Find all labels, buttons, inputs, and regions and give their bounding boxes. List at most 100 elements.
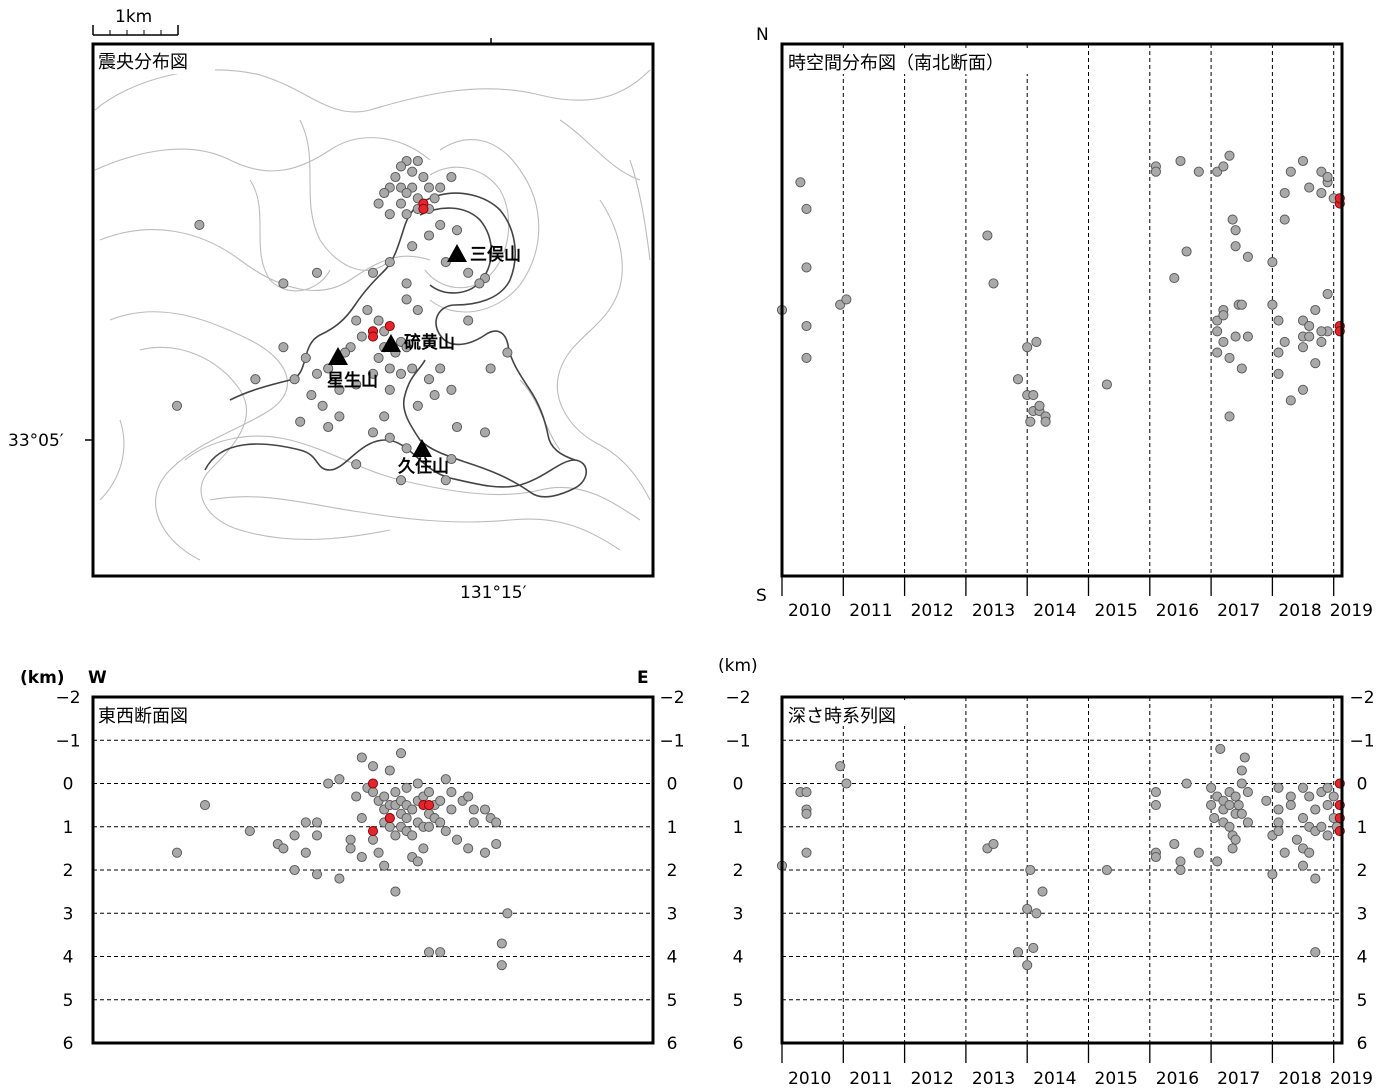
dt-event-gray-61 xyxy=(1291,834,1302,845)
ns-event-gray-26 xyxy=(1181,246,1192,257)
dt-event-gray-58 xyxy=(1279,847,1290,858)
dt-event-gray-17 xyxy=(1101,864,1112,876)
year-label-2018: 2018 xyxy=(1278,601,1321,621)
map-event-gray-28 xyxy=(401,278,412,289)
longitude-label: 131°15′ xyxy=(460,583,527,603)
ns-event-gray-74 xyxy=(1316,336,1327,347)
map-event-gray-13 xyxy=(429,193,440,204)
ns-event-gray-36 xyxy=(1230,225,1241,236)
ew-depth-label-left-8: 6 xyxy=(63,1034,74,1054)
ew-event-gray-81 xyxy=(496,960,507,971)
ew-event-gray-14 xyxy=(334,774,345,785)
ns-event-gray-25 xyxy=(1175,155,1186,167)
map-event-gray-54 xyxy=(250,374,261,385)
ew-event-gray-34 xyxy=(384,765,395,776)
ns-event-gray-75 xyxy=(1322,288,1333,300)
year-label-2013: 2013 xyxy=(972,601,1015,621)
ns-event-gray-65 xyxy=(1304,320,1315,332)
year-label-2016: 2016 xyxy=(1156,601,1199,621)
dt-event-gray-45 xyxy=(1236,765,1247,776)
ns-event-gray-58 xyxy=(1297,155,1309,167)
map-event-gray-83 xyxy=(278,278,289,289)
map-event-gray-63 xyxy=(395,368,407,379)
ew-event-gray-12 xyxy=(323,778,334,789)
map-event-gray-80 xyxy=(194,219,205,230)
map-event-gray-35 xyxy=(373,315,384,326)
ew-depth-label-right-6: 4 xyxy=(667,948,678,968)
map-event-gray-23 xyxy=(423,230,435,241)
ew-frame xyxy=(91,695,655,1045)
map-event-gray-61 xyxy=(367,368,379,379)
dt-event-gray-10 xyxy=(1012,947,1024,958)
year-label-2012: 2012 xyxy=(911,1069,954,1089)
map-event-gray-72 xyxy=(401,443,412,454)
ew-depth-label-left-7: 5 xyxy=(63,991,74,1011)
map-event-gray-29 xyxy=(440,257,451,268)
map-event-gray-53 xyxy=(289,374,300,385)
map-event-gray-67 xyxy=(446,384,457,395)
ns-event-gray-55 xyxy=(1279,336,1290,347)
map-event-gray-11 xyxy=(401,187,412,199)
scale-bar: 1km xyxy=(92,7,179,36)
ew-event-gray-67 xyxy=(446,787,457,798)
map-event-red-3 xyxy=(384,320,395,332)
dt-event-gray-28 xyxy=(1206,800,1217,811)
ns-points xyxy=(776,150,1345,427)
dt-event-gray-71 xyxy=(1310,873,1321,884)
ns-event-gray-37 xyxy=(1230,241,1241,252)
ns-event-gray-69 xyxy=(1316,187,1327,199)
scale-label: 1km xyxy=(115,7,152,27)
peak-label-sanmata: 三俣山 xyxy=(470,244,521,265)
ew-event-gray-2 xyxy=(244,826,255,837)
ns-event-gray-13 xyxy=(1028,390,1039,401)
dt-event-gray-32 xyxy=(1215,743,1226,754)
map-event-gray-68 xyxy=(412,400,423,411)
map-event-gray-71 xyxy=(384,432,395,443)
map-event-gray-64 xyxy=(423,374,435,385)
dt-title: 深さ時系列図 xyxy=(788,706,896,727)
dt-depth-label-right-8: 6 xyxy=(1357,1034,1368,1054)
dt-event-gray-38 xyxy=(1224,821,1235,832)
map-event-gray-65 xyxy=(435,363,446,374)
ew-depth-label-left-0: −2 xyxy=(55,688,80,708)
year-label-2013: 2013 xyxy=(972,1069,1015,1089)
ns-event-gray-31 xyxy=(1218,161,1229,172)
map-event-gray-34 xyxy=(401,294,412,305)
ew-event-gray-50 xyxy=(412,778,423,789)
ew-event-gray-20 xyxy=(356,752,367,763)
dt-event-gray-55 xyxy=(1273,804,1284,815)
dt-depth-label-left-6: 4 xyxy=(733,948,744,968)
map-event-gray-19 xyxy=(446,171,457,183)
ew-event-gray-26 xyxy=(373,847,384,858)
ns-event-gray-20 xyxy=(1040,416,1051,427)
map-event-gray-85 xyxy=(334,384,345,395)
ew-event-red-1 xyxy=(384,813,395,824)
map-event-gray-66 xyxy=(429,390,440,401)
ew-event-gray-22 xyxy=(367,787,379,798)
epicenter-map-panel: 1km 33°05′ 131°15′ xyxy=(8,7,655,603)
map-event-gray-86 xyxy=(306,390,317,401)
dt-depth-label-right-0: −2 xyxy=(1349,688,1374,708)
dt-event-gray-14 xyxy=(1028,942,1039,953)
map-event-gray-24 xyxy=(451,225,463,236)
ns-event-gray-43 xyxy=(1218,310,1229,321)
ns-event-gray-35 xyxy=(1227,214,1238,225)
map-event-gray-62 xyxy=(384,384,395,395)
dt-depth-label-left-3: 1 xyxy=(733,818,744,838)
map-event-gray-5 xyxy=(418,171,429,183)
ew-event-gray-18 xyxy=(356,813,367,824)
dt-event-gray-11 xyxy=(1022,903,1033,914)
ns-event-gray-64 xyxy=(1304,182,1315,193)
ns-event-gray-5 xyxy=(801,352,812,363)
dt-depth-label-right-7: 5 xyxy=(1357,991,1368,1011)
map-event-gray-56 xyxy=(317,400,328,411)
ew-depth-label-left-3: 1 xyxy=(63,818,74,838)
ew-event-gray-45 xyxy=(401,813,412,824)
ew-event-gray-47 xyxy=(407,804,418,815)
map-event-gray-27 xyxy=(367,267,379,278)
map-event-gray-52 xyxy=(311,368,323,379)
ew-event-gray-5 xyxy=(289,830,300,841)
dt-event-gray-51 xyxy=(1261,795,1272,806)
ew-event-gray-27 xyxy=(379,791,390,802)
ns-event-gray-66 xyxy=(1310,304,1321,316)
